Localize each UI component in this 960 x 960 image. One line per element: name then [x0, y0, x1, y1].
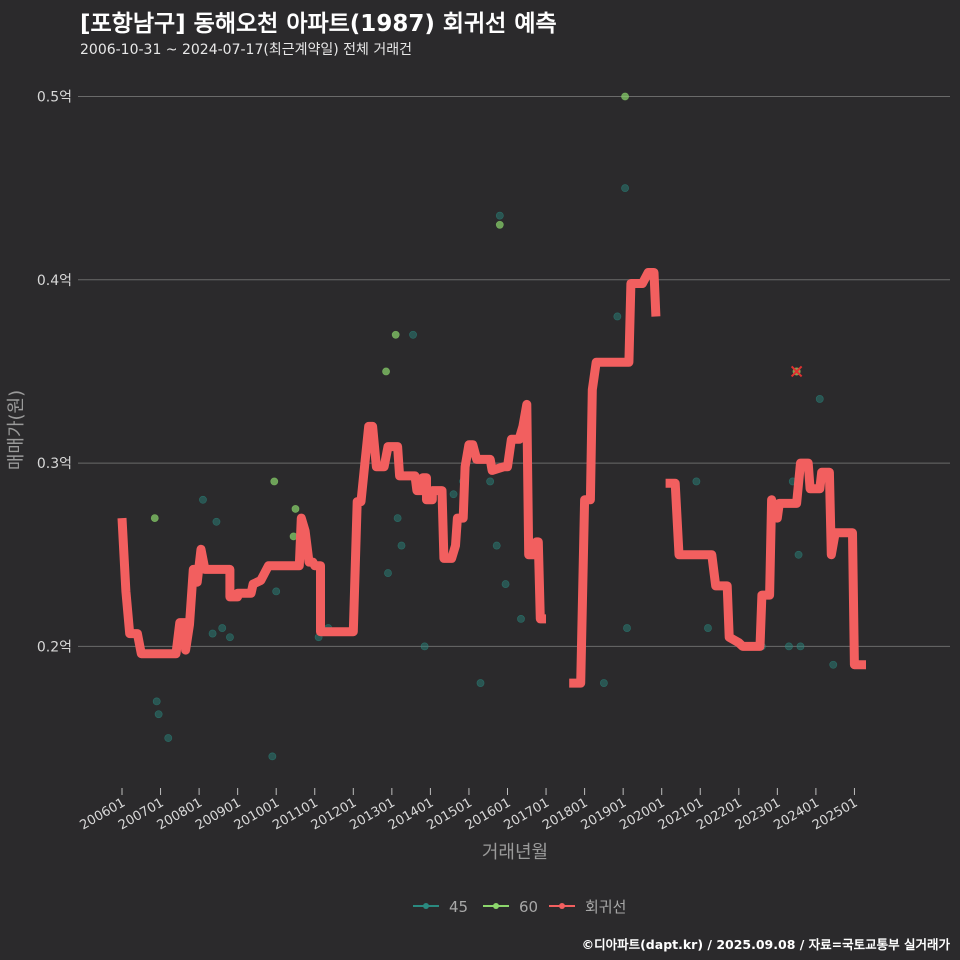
data-point-45 [272, 587, 281, 596]
legend: 45 60 회귀선 [413, 898, 626, 916]
data-point-60 [270, 477, 279, 486]
data-point-45 [393, 514, 402, 522]
data-point-45 [152, 697, 161, 706]
data-point-60 [291, 505, 300, 513]
data-point-45 [154, 710, 163, 719]
highlight-cross-b [790, 365, 803, 378]
data-point-45 [815, 395, 824, 403]
data-point-45 [829, 660, 838, 669]
data-point-60 [621, 92, 629, 101]
data-point-45 [164, 734, 173, 742]
data-point-45 [613, 312, 622, 321]
data-point-45 [218, 624, 227, 632]
x-axis-label: 거래년월 [482, 842, 548, 863]
data-point-60 [495, 220, 504, 229]
grid-lines [78, 96, 950, 647]
data-point-45 [796, 642, 805, 651]
data-point-45 [268, 752, 277, 761]
data-point-45 [492, 541, 501, 550]
y-tick-label: 0.3억 [37, 456, 72, 472]
y-axis-tick-labels: 0.2억 0.3억 0.4억 0.5억 [37, 90, 72, 656]
data-point-45 [621, 184, 629, 193]
regression-line [117, 268, 866, 688]
data-point-45 [704, 624, 712, 632]
y-tick-label: 0.4억 [37, 273, 72, 289]
data-point-45 [226, 633, 234, 642]
chart-title: [포항남구] 동해오천 아파트(1987) 회귀선 예측 [80, 11, 557, 37]
source-credit: ©디아파트(dapt.kr) / 2025.09.08 / 자료=국토교통부 실… [581, 937, 950, 952]
data-point-45 [384, 569, 392, 577]
data-point-45 [409, 330, 417, 339]
data-point-45 [794, 550, 803, 559]
y-tick-label: 0.5억 [37, 90, 72, 106]
scatter-points [150, 92, 838, 761]
data-point-45 [212, 517, 221, 526]
data-point-45 [623, 624, 631, 632]
regression-segment [569, 268, 661, 688]
legend-label: 45 [449, 898, 468, 916]
legend-label: 60 [519, 898, 538, 916]
data-point-45 [599, 679, 608, 687]
legend-swatch-0 [423, 903, 429, 909]
highlight-marker [790, 365, 803, 378]
chart-subtitle: 2006-10-31 ~ 2024-07-17(최근계약일) 전체 거래건 [80, 42, 412, 58]
data-point-45 [476, 679, 485, 687]
data-point-60 [391, 330, 400, 339]
data-point-60 [382, 367, 390, 376]
data-point-45 [199, 495, 207, 504]
data-point-45 [397, 541, 406, 550]
data-point-45 [449, 490, 458, 499]
legend-swatch-1 [493, 903, 499, 909]
x-axis-tick-labels: 2006012007012008012009012010012011012012… [78, 788, 860, 833]
data-point-45 [208, 629, 217, 638]
y-tick-label: 0.2억 [37, 639, 72, 655]
data-point-45 [517, 615, 525, 623]
data-point-45 [495, 211, 504, 220]
data-point-60 [150, 514, 159, 522]
data-point-45 [501, 580, 510, 588]
data-point-45 [785, 642, 793, 651]
regression-segment [117, 399, 546, 659]
regression-segment [665, 458, 866, 670]
data-point-45 [692, 477, 701, 486]
data-point-45 [486, 477, 495, 486]
data-point-45 [420, 642, 429, 651]
y-axis-label: 매매가(원) [6, 390, 27, 470]
legend-label: 회귀선 [585, 898, 626, 916]
legend-swatch-2 [559, 903, 565, 909]
